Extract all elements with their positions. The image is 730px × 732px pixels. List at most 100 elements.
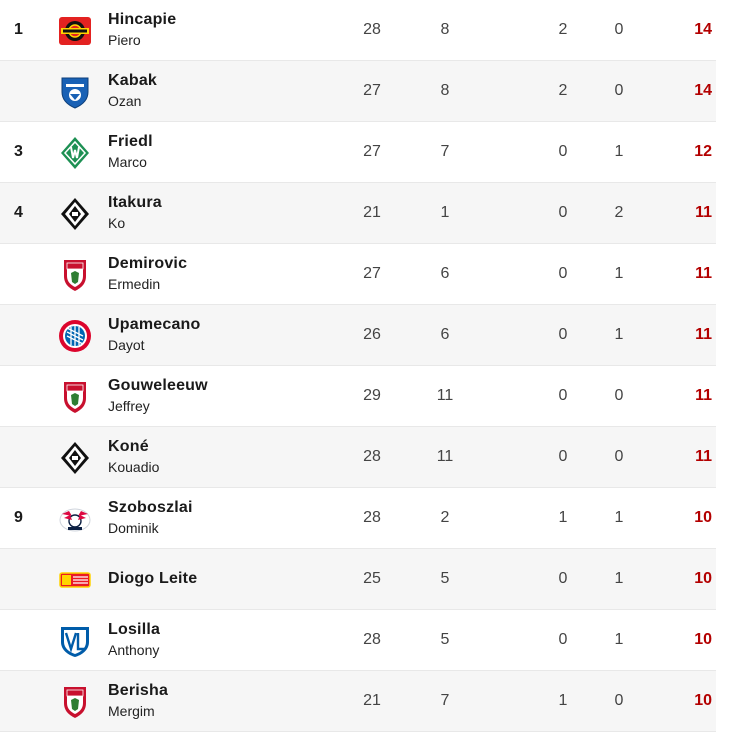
player-first-name: Ermedin	[108, 276, 161, 292]
stat-col-1: 27	[363, 82, 381, 99]
stat-col-4: 0	[614, 21, 624, 38]
stat-col-4: 0	[614, 387, 624, 404]
stat-col-1: 21	[363, 204, 381, 221]
stat-col-1: 29	[363, 387, 381, 404]
stat-col-3: 0	[558, 631, 568, 648]
table-row[interactable]: Koné Kouadio 28 11 0 0 11	[0, 427, 716, 488]
player-name[interactable]: Berisha	[108, 682, 169, 699]
player-name[interactable]: Demirovic	[108, 255, 188, 272]
player-name[interactable]: Koné	[108, 438, 149, 455]
stat-col-2: 2	[440, 509, 450, 526]
hoffenheim-crest-icon	[58, 75, 92, 109]
stat-col-2: 1	[440, 204, 450, 221]
stat-col-2: 11	[436, 448, 454, 465]
union-berlin-crest-icon	[58, 563, 92, 597]
player-first-name: Marco	[108, 154, 147, 170]
stat-col-4: 1	[614, 143, 624, 160]
points: 10	[694, 692, 712, 709]
rank: 4	[14, 204, 23, 221]
player-first-name: Jeffrey	[108, 398, 150, 414]
player-first-name: Mergim	[108, 703, 155, 719]
player-first-name: Dominik	[108, 520, 159, 536]
gladbach-crest-icon	[58, 441, 92, 475]
player-name[interactable]: Friedl	[108, 133, 153, 150]
augsburg-crest-icon	[58, 258, 92, 292]
stat-col-2: 8	[440, 21, 450, 38]
player-name[interactable]: Szoboszlai	[108, 499, 193, 516]
points: 11	[695, 265, 712, 282]
stat-col-3: 0	[558, 387, 568, 404]
stat-col-4: 1	[614, 509, 624, 526]
points: 11	[695, 448, 712, 465]
stat-col-4: 1	[614, 326, 624, 343]
stat-col-3: 1	[558, 509, 568, 526]
player-name[interactable]: Diogo Leite	[108, 570, 198, 587]
stat-col-3: 0	[558, 265, 568, 282]
stat-col-3: 2	[558, 21, 568, 38]
table-row[interactable]: 1 Hincapie Piero 28 8 2 0 14	[0, 0, 716, 61]
stat-col-2: 6	[440, 265, 450, 282]
points: 14	[694, 21, 712, 38]
stat-col-4: 2	[614, 204, 624, 221]
player-first-name: Kouadio	[108, 459, 160, 475]
table-row[interactable]: Gouweleeuw Jeffrey 29 11 0 0 11	[0, 366, 716, 427]
rank: 9	[14, 509, 23, 526]
points: 11	[695, 326, 712, 343]
table-row[interactable]: Diogo Leite 25 5 0 1 10	[0, 549, 716, 610]
player-first-name: Piero	[108, 32, 141, 48]
werder-crest-icon	[58, 136, 92, 170]
stat-col-1: 28	[363, 509, 381, 526]
bayern-crest-icon	[58, 319, 92, 353]
table-row[interactable]: Demirovic Ermedin 27 6 0 1 11	[0, 244, 716, 305]
rank: 3	[14, 143, 23, 160]
stat-col-3: 2	[558, 82, 568, 99]
stat-col-3: 0	[558, 326, 568, 343]
player-name[interactable]: Gouweleeuw	[108, 377, 208, 394]
stat-col-1: 28	[363, 21, 381, 38]
points: 12	[694, 143, 712, 160]
stat-col-4: 0	[614, 82, 624, 99]
stat-col-3: 0	[558, 204, 568, 221]
stat-col-2: 5	[440, 570, 450, 587]
stat-col-2: 7	[440, 143, 450, 160]
table-row[interactable]: Berisha Mergim 21 7 1 0 10	[0, 671, 716, 732]
stat-col-2: 11	[436, 387, 454, 404]
player-name[interactable]: Losilla	[108, 621, 161, 638]
gladbach-crest-icon	[58, 197, 92, 231]
stat-col-4: 1	[614, 631, 624, 648]
table-row[interactable]: 4 Itakura Ko 21 1 0 2 11	[0, 183, 716, 244]
points: 10	[694, 631, 712, 648]
rank: 1	[14, 21, 23, 38]
table-row[interactable]: Upamecano Dayot 26 6 0 1 11	[0, 305, 716, 366]
stat-col-2: 7	[440, 692, 450, 709]
leipzig-crest-icon	[58, 502, 92, 536]
player-name[interactable]: Kabak	[108, 72, 158, 89]
table-row[interactable]: 3 Friedl Marco 27 7 0 1 12	[0, 122, 716, 183]
player-name[interactable]: Hincapie	[108, 11, 177, 28]
points: 11	[695, 204, 712, 221]
stat-col-3: 0	[558, 448, 568, 465]
stat-col-3: 0	[558, 570, 568, 587]
table-row[interactable]: Kabak Ozan 27 8 2 0 14	[0, 61, 716, 122]
stat-col-1: 28	[363, 448, 381, 465]
stat-col-1: 26	[363, 326, 381, 343]
points: 11	[695, 387, 712, 404]
stat-col-1: 27	[363, 265, 381, 282]
stat-col-4: 0	[614, 692, 624, 709]
augsburg-crest-icon	[58, 380, 92, 414]
stat-col-1: 27	[363, 143, 381, 160]
player-name[interactable]: Itakura	[108, 194, 162, 211]
table-row[interactable]: Losilla Anthony 28 5 0 1 10	[0, 610, 716, 671]
player-first-name: Anthony	[108, 642, 160, 658]
player-first-name: Ozan	[108, 93, 142, 109]
stat-col-4: 1	[614, 265, 624, 282]
augsburg-crest-icon	[58, 685, 92, 719]
player-name[interactable]: Upamecano	[108, 316, 201, 333]
points: 14	[694, 82, 712, 99]
stat-col-1: 25	[363, 570, 381, 587]
stat-col-4: 0	[614, 448, 624, 465]
stat-col-2: 6	[440, 326, 450, 343]
player-first-name: Ko	[108, 215, 126, 231]
table-row[interactable]: 9 Szoboszlai Dominik 28 2 1 1 10	[0, 488, 716, 549]
